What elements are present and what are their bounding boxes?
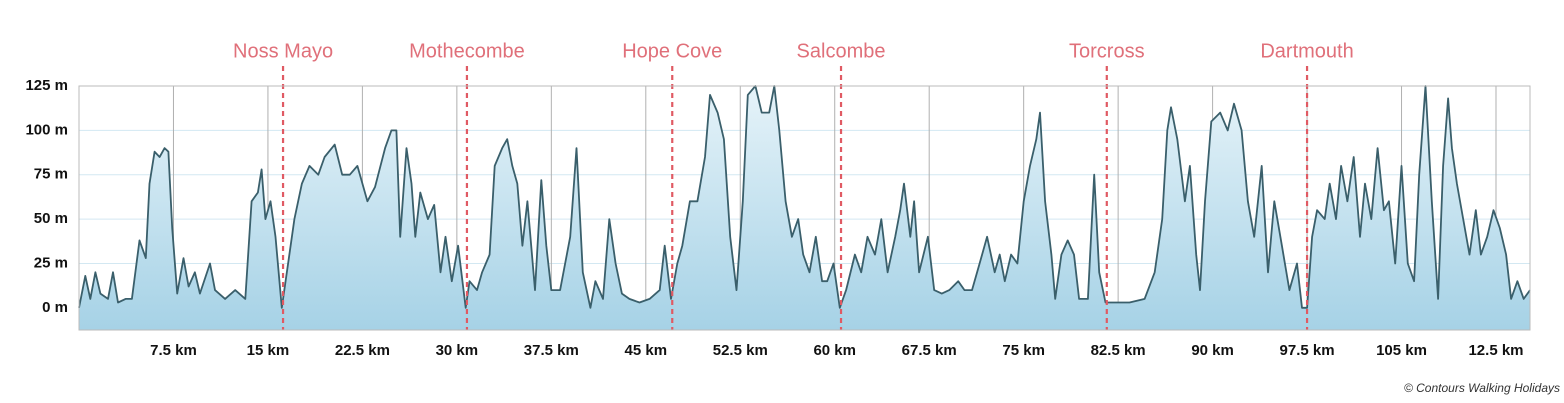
x-tick-label: 60 km xyxy=(813,342,856,359)
plot-border xyxy=(78,85,1531,331)
town-label: Noss Mayo xyxy=(233,40,333,62)
credit: © Contours Walking Holidays xyxy=(1404,381,1560,395)
x-tick-label: 7.5 km xyxy=(150,342,197,359)
x-tick-label: 22.5 km xyxy=(335,342,390,359)
y-tick-label: 75 m xyxy=(34,166,68,183)
x-tick-label: 37.5 km xyxy=(524,342,579,359)
x-tick-label: 15 km xyxy=(247,342,290,359)
x-tick-label: 67.5 km xyxy=(902,342,957,359)
x-tick-label: 97.5 km xyxy=(1280,342,1335,359)
town-label: Salcombe xyxy=(797,40,886,62)
x-tick-label: 45 km xyxy=(625,342,668,359)
town-label: Hope Cove xyxy=(622,40,722,62)
town-label: Mothecombe xyxy=(409,40,525,62)
y-tick-label: 0 m xyxy=(42,299,68,316)
x-tick-label: 75 km xyxy=(1002,342,1045,359)
x-tick-label: 90 km xyxy=(1191,342,1234,359)
x-tick-label: 105 km xyxy=(1376,342,1427,359)
x-tick-label: 12.5 km xyxy=(1468,342,1523,359)
y-tick-label: 25 m xyxy=(34,254,68,271)
town-label: Torcross xyxy=(1069,40,1145,62)
x-tick-label: 82.5 km xyxy=(1091,342,1146,359)
y-tick-label: 50 m xyxy=(34,210,68,227)
y-tick-label: 125 m xyxy=(25,77,68,94)
x-tick-label: 30 km xyxy=(436,342,479,359)
x-tick-label: 52.5 km xyxy=(713,342,768,359)
y-tick-label: 100 m xyxy=(25,121,68,138)
town-label: Dartmouth xyxy=(1260,40,1353,62)
